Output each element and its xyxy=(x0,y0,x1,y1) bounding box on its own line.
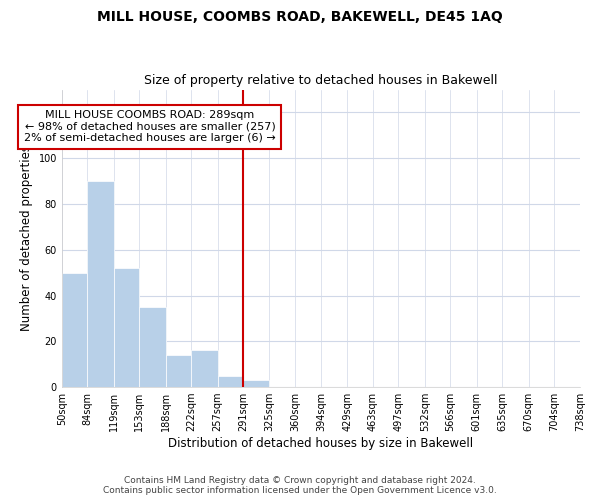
Bar xyxy=(88,181,114,387)
Text: Contains HM Land Registry data © Crown copyright and database right 2024.
Contai: Contains HM Land Registry data © Crown c… xyxy=(103,476,497,495)
Bar xyxy=(139,307,166,387)
Bar xyxy=(218,376,244,387)
Title: Size of property relative to detached houses in Bakewell: Size of property relative to detached ho… xyxy=(144,74,497,87)
Y-axis label: Number of detached properties: Number of detached properties xyxy=(20,146,33,332)
Bar xyxy=(62,272,88,387)
X-axis label: Distribution of detached houses by size in Bakewell: Distribution of detached houses by size … xyxy=(169,437,473,450)
Bar xyxy=(114,268,139,387)
Bar xyxy=(191,350,218,387)
Bar xyxy=(166,355,191,387)
Text: MILL HOUSE COOMBS ROAD: 289sqm
← 98% of detached houses are smaller (257)
2% of : MILL HOUSE COOMBS ROAD: 289sqm ← 98% of … xyxy=(24,110,276,144)
Text: MILL HOUSE, COOMBS ROAD, BAKEWELL, DE45 1AQ: MILL HOUSE, COOMBS ROAD, BAKEWELL, DE45 … xyxy=(97,10,503,24)
Bar xyxy=(244,380,269,387)
